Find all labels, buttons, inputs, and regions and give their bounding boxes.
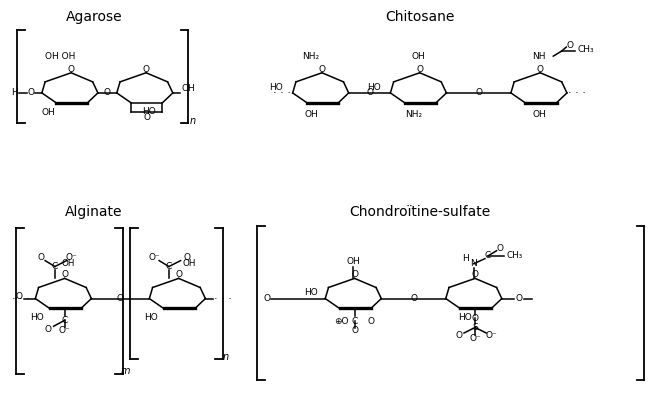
Text: O⁻: O⁻ <box>469 334 481 343</box>
Text: OH: OH <box>532 110 546 119</box>
Text: O: O <box>319 65 325 74</box>
Text: Agarose: Agarose <box>66 10 122 24</box>
Text: HO: HO <box>144 313 158 322</box>
Text: n: n <box>190 116 196 126</box>
Text: NH: NH <box>532 53 546 61</box>
Text: HO: HO <box>269 83 283 91</box>
Text: OH: OH <box>183 259 196 268</box>
Text: C: C <box>52 262 58 271</box>
Text: O: O <box>516 294 523 303</box>
Text: O: O <box>143 113 150 122</box>
Text: O: O <box>475 89 482 97</box>
Text: Alginate: Alginate <box>65 205 123 219</box>
Text: NH₂: NH₂ <box>405 110 422 119</box>
Text: OH: OH <box>304 110 318 119</box>
Text: O: O <box>472 314 478 323</box>
Text: · · ·: · · · <box>12 294 30 304</box>
Text: HO: HO <box>304 288 318 297</box>
Text: CH₃: CH₃ <box>506 251 522 260</box>
Text: O⁻: O⁻ <box>486 331 497 340</box>
Text: O: O <box>68 65 75 74</box>
Text: O: O <box>61 270 68 279</box>
Text: O: O <box>367 317 374 326</box>
Text: O: O <box>175 270 182 279</box>
Text: C: C <box>351 317 357 326</box>
Text: S: S <box>472 323 478 332</box>
Text: O: O <box>37 253 44 262</box>
Text: O: O <box>497 244 504 253</box>
Text: H: H <box>11 89 18 97</box>
Text: O: O <box>566 41 573 50</box>
Text: OH: OH <box>61 259 75 268</box>
Text: O: O <box>537 65 544 74</box>
Text: HO: HO <box>30 313 43 322</box>
Text: HO: HO <box>367 83 381 91</box>
Text: m: m <box>120 367 130 376</box>
Text: · · ·: · · · <box>273 88 291 98</box>
Text: OH: OH <box>346 257 360 266</box>
Text: C: C <box>485 251 491 260</box>
Text: O: O <box>45 324 52 334</box>
Text: OH: OH <box>411 53 425 61</box>
Text: O: O <box>472 270 478 279</box>
Text: ⊕O: ⊕O <box>334 317 349 326</box>
Text: n: n <box>223 352 229 362</box>
Text: O: O <box>410 294 417 303</box>
Text: O⁻: O⁻ <box>66 253 78 262</box>
Text: CH₃: CH₃ <box>578 45 594 54</box>
Text: OH: OH <box>181 84 195 93</box>
Text: O: O <box>104 89 111 97</box>
Text: O: O <box>366 89 373 97</box>
Text: · · ·: · · · <box>568 88 586 98</box>
Text: HO: HO <box>143 107 156 116</box>
Text: O⁻: O⁻ <box>148 253 160 262</box>
Text: Chitosane: Chitosane <box>385 10 455 24</box>
Text: C: C <box>166 262 172 271</box>
Text: O: O <box>28 89 34 97</box>
Text: NH₂: NH₂ <box>302 53 319 61</box>
Text: O: O <box>143 65 150 74</box>
Text: O: O <box>351 270 358 279</box>
Text: Chondroïtine-sulfate: Chondroïtine-sulfate <box>349 205 490 219</box>
Text: OH OH: OH OH <box>45 52 76 61</box>
Text: N: N <box>470 259 477 268</box>
Text: H: H <box>462 254 468 263</box>
Text: C: C <box>62 316 68 325</box>
Text: O⁻: O⁻ <box>58 326 70 335</box>
Text: O: O <box>263 294 270 303</box>
Text: O: O <box>455 331 463 340</box>
Text: O: O <box>351 326 358 336</box>
Text: · · ·: · · · <box>214 294 233 304</box>
Text: OH: OH <box>41 108 55 117</box>
Text: O: O <box>416 65 423 74</box>
Text: O: O <box>16 292 22 301</box>
Text: O: O <box>184 253 191 262</box>
Text: HO: HO <box>459 313 472 322</box>
Text: O: O <box>117 294 124 303</box>
